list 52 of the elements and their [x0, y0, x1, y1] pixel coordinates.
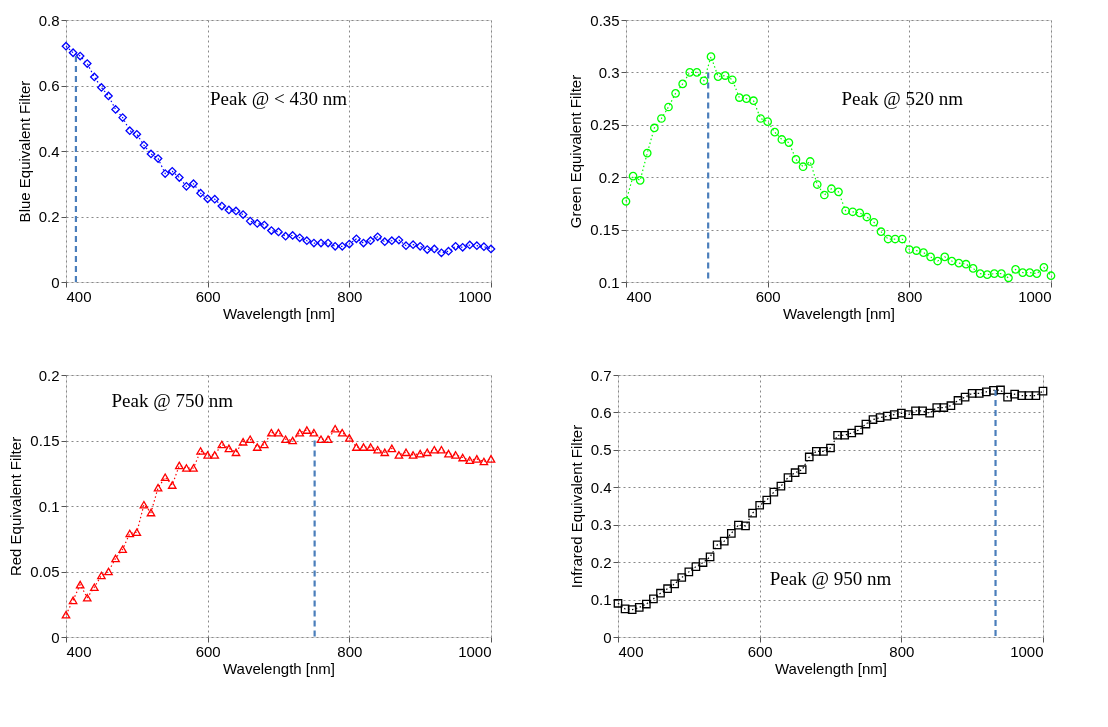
y-tick-label: 0.5 [590, 441, 612, 459]
y-tick-label: 0.6 [38, 77, 60, 94]
x-tick-label: 1000 [1010, 642, 1044, 660]
annotation: Peak @ 520 nm [841, 87, 964, 109]
y-axis-title: Green Equivalent Filter [567, 74, 585, 229]
annotation: Peak @ < 430 nm [210, 87, 348, 109]
y-tick-label: 0.15 [30, 432, 60, 449]
y-tick-label: 0.6 [590, 403, 612, 421]
x-tick-label: 600 [195, 642, 221, 660]
x-tick-label: 400 [66, 287, 92, 305]
y-tick-label: 0 [51, 628, 60, 646]
y-tick-label: 0.4 [590, 478, 612, 496]
x-tick-label: 800 [889, 642, 915, 660]
y-tick-label: 0.05 [30, 563, 60, 580]
x-axis-title: Wavelength [nm] [775, 659, 887, 677]
y-axis-title: Infrared Equivalent Filter [567, 424, 585, 589]
y-tick-label: 0.2 [38, 366, 60, 384]
y-tick-label: 0.3 [590, 516, 612, 534]
annotation: Peak @ 750 nm [111, 390, 234, 412]
y-tick-label: 0.1 [38, 497, 60, 515]
y-tick-label: 0 [51, 273, 60, 291]
x-tick-label: 800 [337, 642, 363, 660]
x-tick-label: 600 [755, 287, 781, 305]
x-tick-label: 1000 [458, 287, 492, 305]
y-tick-label: 0.2 [38, 208, 60, 225]
y-tick-label: 0.7 [590, 366, 612, 384]
x-tick-label: 600 [747, 642, 773, 660]
y-tick-label: 0.2 [590, 553, 612, 571]
y-tick-label: 0.1 [590, 591, 612, 609]
x-tick-label: 800 [337, 287, 363, 305]
y-tick-label: 0.2 [598, 168, 620, 186]
x-tick-label: 600 [195, 287, 221, 305]
y-tick-label: 0 [603, 628, 612, 646]
y-tick-label: 0.25 [590, 116, 620, 134]
y-tick-label: 0.4 [38, 142, 60, 160]
x-axis-title: Wavelength [nm] [223, 304, 335, 322]
y-tick-label: 0.1 [598, 273, 620, 291]
x-tick-label: 400 [66, 642, 92, 660]
x-tick-label: 1000 [458, 642, 492, 660]
x-tick-label: 400 [618, 642, 644, 660]
y-axis-title: Red Equivalent Filter [7, 436, 25, 577]
y-tick-label: 0.8 [38, 11, 60, 29]
y-tick-label: 0.3 [598, 63, 620, 81]
x-tick-label: 1000 [1018, 287, 1052, 305]
x-axis-title: Wavelength [nm] [783, 304, 895, 322]
x-axis-title: Wavelength [nm] [223, 659, 335, 677]
x-tick-label: 400 [626, 287, 652, 305]
annotation: Peak @ 950 nm [769, 568, 892, 590]
y-tick-label: 0.15 [590, 221, 620, 239]
y-tick-label: 0.35 [590, 11, 620, 29]
y-axis-title: Blue Equivalent Filter [15, 80, 33, 223]
x-tick-label: 800 [897, 287, 923, 305]
